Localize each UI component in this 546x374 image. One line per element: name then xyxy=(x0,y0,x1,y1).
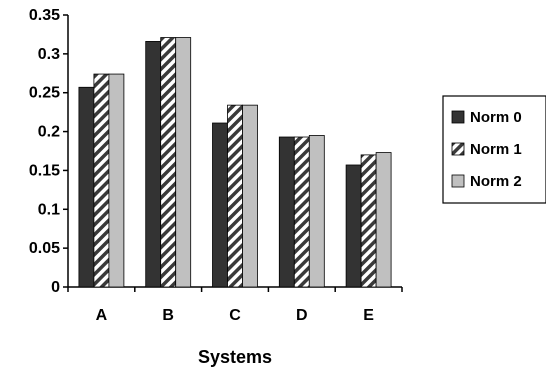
legend-swatch xyxy=(451,142,465,156)
y-tick-label: 0.2 xyxy=(38,124,60,141)
y-tick-label: 0.05 xyxy=(29,240,60,257)
bar-c-series-0 xyxy=(212,122,228,288)
bar-d-series-2 xyxy=(308,135,325,288)
bar-e-series-0 xyxy=(345,164,362,288)
x-tick-label: B xyxy=(162,307,174,324)
bar-e-series-2 xyxy=(375,152,392,288)
legend: Norm 0 Norm 1 Norm 2 xyxy=(442,95,546,204)
y-tick-label: 0.3 xyxy=(38,46,60,63)
x-tick-label: A xyxy=(96,307,108,324)
bar-c-series-1 xyxy=(227,104,243,288)
legend-label: Norm 1 xyxy=(470,141,522,158)
bar-a-series-2 xyxy=(108,73,125,288)
x-tick-label: E xyxy=(363,307,374,324)
y-tick-label: 0 xyxy=(51,279,60,296)
x-tick-label: D xyxy=(296,307,308,324)
y-tick-label: 0.35 xyxy=(29,7,60,24)
plot-area: 0 0.05 0.1 0.15 0.2 0.25 0.3 0.35 A B C D E Systems xyxy=(29,7,403,367)
legend-label: Norm 2 xyxy=(470,173,522,190)
y-tick-label: 0.25 xyxy=(29,85,60,102)
bar-b-series-1 xyxy=(160,37,177,288)
y-tick-label: 0.15 xyxy=(29,162,60,179)
y-tick-label: 0.1 xyxy=(38,201,60,218)
x-tick-label: C xyxy=(229,307,241,324)
legend-swatch xyxy=(451,110,465,124)
bar-b-series-2 xyxy=(175,37,192,288)
legend-swatch xyxy=(451,174,465,188)
x-axis-title: Systems xyxy=(198,347,272,367)
bar-a-series-1 xyxy=(93,73,110,288)
bar-c-series-2 xyxy=(242,104,258,288)
legend-label: Norm 0 xyxy=(470,109,522,126)
bar-d-series-0 xyxy=(278,136,295,288)
bar-a-series-0 xyxy=(78,86,95,288)
bar-d-series-1 xyxy=(293,136,310,288)
bar-b-series-0 xyxy=(145,41,162,288)
bar-e-series-1 xyxy=(360,154,377,288)
